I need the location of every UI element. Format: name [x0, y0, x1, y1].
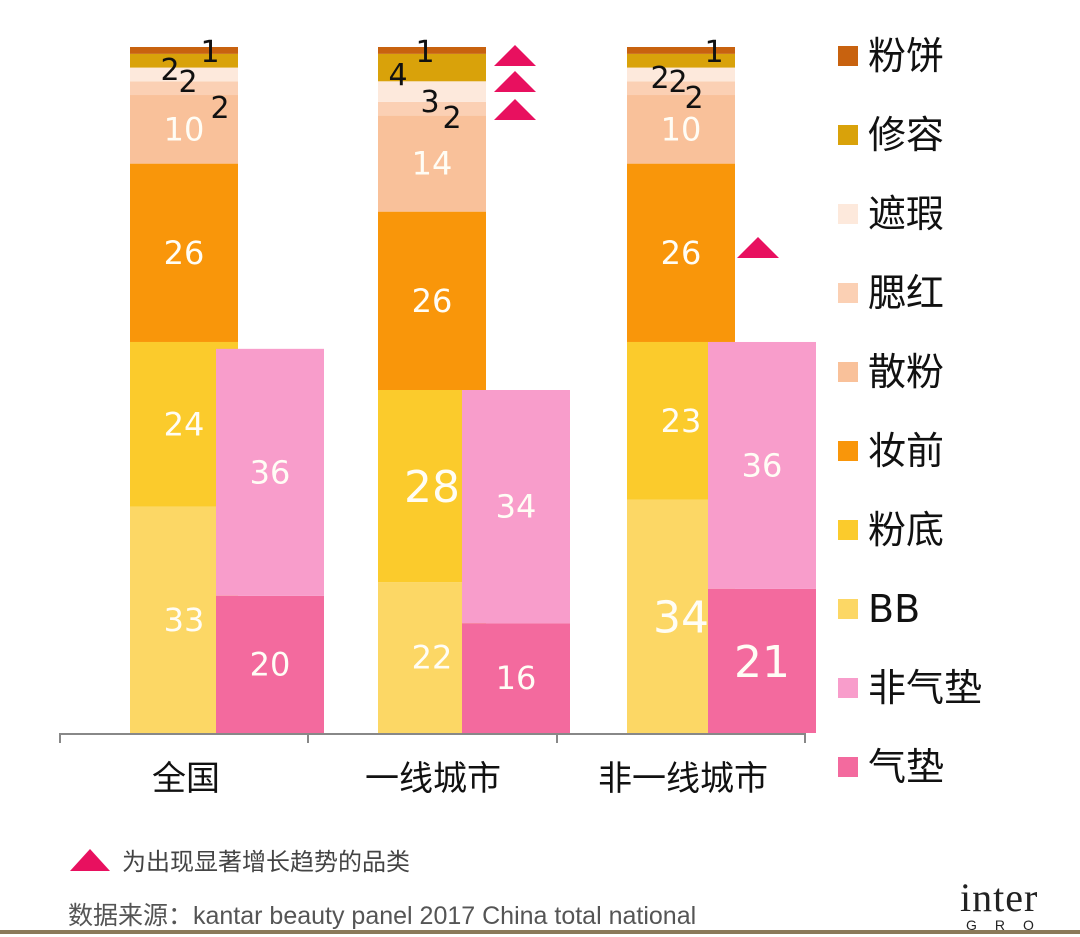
footnote: 为出现显著增长趋势的品类	[70, 842, 410, 877]
legend-label: 粉底	[868, 508, 944, 552]
legend-swatch	[838, 757, 858, 777]
bar-segment-e981aee79195	[378, 81, 486, 102]
data-label: 28	[404, 462, 460, 513]
category-label: 非一线城市	[598, 759, 768, 799]
data-label: 4	[388, 58, 407, 93]
bar-segment-e7b289e9a5bc	[378, 47, 486, 54]
stacked-bar-chart: 3324261022212036全国2228261423411634一线城市34…	[59, 34, 982, 799]
cushion-segment-e99d9ee6b094e59eab	[462, 390, 570, 624]
logo-subtext: GRO	[966, 917, 1052, 933]
data-label: 16	[496, 659, 537, 697]
cushion-segment-e6b094e59eab	[462, 623, 570, 733]
data-label: 3	[420, 85, 439, 120]
growth-marker-triangle	[494, 99, 536, 120]
bar-segment-e5a686e5898d	[627, 163, 735, 342]
legend-swatch	[838, 204, 858, 224]
growth-marker-triangle	[494, 71, 536, 92]
logo-word: inter	[960, 878, 1039, 920]
data-label: 34	[496, 488, 537, 526]
data-label: 22	[412, 639, 453, 677]
legend-swatch	[838, 46, 858, 66]
data-label: 33	[164, 601, 205, 639]
data-label: 36	[742, 446, 783, 484]
brand-logo: inter GRO	[960, 878, 1080, 937]
bar-segment-e695a3e7b289	[130, 95, 238, 164]
cushion-segment-e6b094e59eab	[708, 588, 816, 733]
bottom-divider	[0, 930, 1080, 934]
data-label: 34	[653, 592, 709, 643]
legend-swatch	[838, 520, 858, 540]
category-label: 一线城市	[365, 759, 501, 799]
legend-label: 腮红	[868, 271, 944, 315]
legend-label: 气垫	[868, 745, 944, 789]
data-label: 2	[442, 101, 461, 136]
bar-segment-e5a686e5898d	[130, 163, 238, 342]
data-label: 24	[164, 405, 205, 443]
data-label: 21	[734, 637, 790, 688]
data-label: 2	[650, 61, 669, 96]
data-label: 26	[661, 234, 702, 272]
data-label: 20	[250, 645, 291, 683]
bar-segment-e885aee7baa2	[627, 81, 735, 96]
bar-segment-e5a686e5898d	[378, 211, 486, 390]
bar-segment-e885aee7baa2	[130, 81, 238, 96]
bar-segment-e4bfaee5aeb9	[130, 53, 238, 68]
data-label: 2	[160, 53, 179, 88]
legend-label: 非气垫	[868, 666, 982, 710]
bar-segment-e7b289e9a5bc	[130, 47, 238, 54]
legend-swatch	[838, 362, 858, 382]
growth-marker-triangle	[737, 237, 779, 258]
data-label: 10	[164, 110, 205, 148]
data-label: 26	[164, 234, 205, 272]
bar-segment-e695a3e7b289	[627, 95, 735, 164]
bar-segment-e885aee7baa2	[378, 101, 486, 116]
footnote-text: 为出现显著增长趋势的品类	[122, 848, 410, 876]
cushion-segment-e6b094e59eab	[216, 595, 324, 733]
cushion-segment-e99d9ee6b094e59eab	[216, 348, 324, 596]
cushion-segment-e99d9ee6b094e59eab	[708, 341, 816, 589]
legend-swatch	[838, 599, 858, 619]
data-label: 14	[412, 145, 453, 183]
data-label: 26	[412, 282, 453, 320]
legend-label: 粉饼	[868, 34, 944, 78]
legend-label: 修容	[868, 113, 944, 157]
growth-triangle-icon	[70, 848, 110, 871]
data-label: 1	[200, 35, 219, 70]
legend-swatch	[838, 441, 858, 461]
bar-segment-e695a3e7b289	[378, 115, 486, 212]
legend-label: 散粉	[868, 350, 944, 394]
bar-segment-e7b289e9a5bc	[627, 47, 735, 54]
data-label: 2	[178, 65, 197, 100]
legend-swatch	[838, 283, 858, 303]
data-label: 36	[250, 453, 291, 491]
legend-label: 妆前	[868, 429, 944, 473]
data-source: 数据来源：kantar beauty panel 2017 China tota…	[68, 902, 697, 930]
category-label: 全国	[152, 759, 220, 799]
bar-segment-e4bfaee5aeb9	[627, 53, 735, 68]
data-label: 10	[661, 110, 702, 148]
bar-segment-e4bfaee5aeb9	[378, 53, 486, 82]
data-label: 1	[704, 35, 723, 70]
data-label: 2	[668, 65, 687, 100]
data-label: 2	[684, 81, 703, 116]
legend-swatch	[838, 125, 858, 145]
legend-swatch	[838, 678, 858, 698]
data-label: 2	[210, 91, 229, 126]
legend-label: BB	[868, 587, 920, 631]
data-label: 23	[661, 402, 702, 440]
data-label: 1	[415, 35, 434, 70]
bar-segment-e981aee79195	[130, 67, 238, 82]
legend-label: 遮瑕	[868, 192, 944, 236]
growth-marker-triangle	[494, 45, 536, 66]
bar-segment-e981aee79195	[627, 67, 735, 82]
